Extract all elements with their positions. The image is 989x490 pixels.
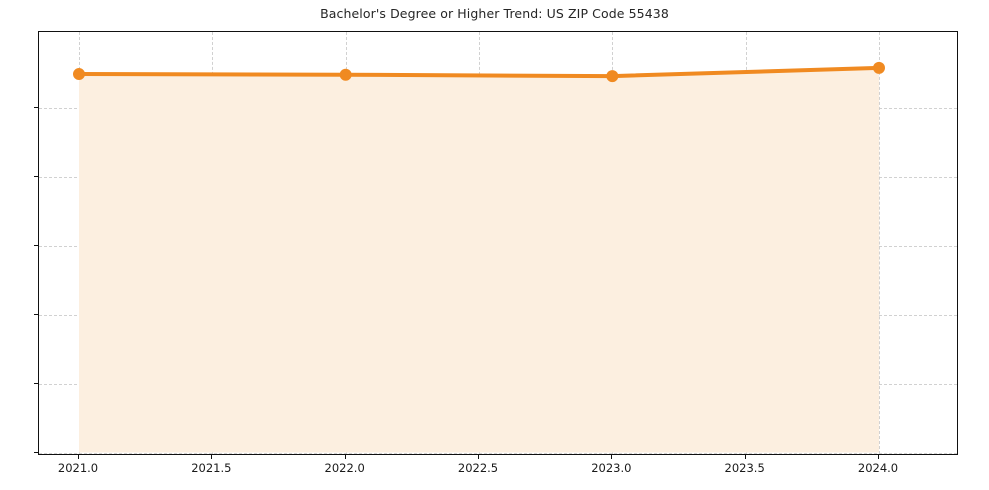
- y-axis-tick-mark: [34, 382, 38, 384]
- series-layer: [73, 61, 885, 453]
- x-axis-tick-label: 2022.5: [457, 461, 499, 475]
- x-axis-tick-mark: [478, 455, 479, 459]
- y-axis-tick-mark: [34, 244, 38, 246]
- series-area-fill: [79, 67, 879, 453]
- x-axis-tick-label: 2023.5: [724, 461, 765, 475]
- x-axis-tick-label: 2023.0: [591, 461, 632, 475]
- series-line: [77, 65, 881, 79]
- y-axis-tick-mark: [34, 313, 38, 315]
- y-axis-tick-mark: [34, 175, 38, 177]
- data-point-marker: [873, 61, 885, 74]
- x-axis-tick-mark: [878, 455, 879, 459]
- plot-area: [38, 31, 958, 455]
- data-point-marker: [339, 68, 352, 81]
- plot-inner: [39, 32, 957, 454]
- x-axis-tick-label: 2021.0: [57, 461, 99, 475]
- x-axis-tick-label: 2022.0: [324, 461, 365, 475]
- y-axis-tick-mark: [34, 106, 38, 108]
- x-axis-tick-mark: [211, 455, 213, 459]
- data-point-marker: [73, 68, 85, 81]
- x-axis-tick-mark: [744, 455, 746, 459]
- chart-title: Bachelor's Degree or Higher Trend: US ZI…: [320, 6, 669, 21]
- x-axis-tick-mark: [611, 455, 613, 459]
- data-point-marker: [606, 70, 619, 83]
- x-axis-tick-label: 2024.0: [857, 461, 899, 475]
- x-axis-tick-mark: [344, 455, 346, 459]
- x-axis-tick-mark: [78, 455, 79, 459]
- gridline-vertical: [879, 32, 880, 454]
- x-axis-tick-label: 2021.5: [191, 461, 232, 475]
- gridline-horizontal: [39, 452, 957, 454]
- y-axis-tick-mark: [34, 451, 38, 453]
